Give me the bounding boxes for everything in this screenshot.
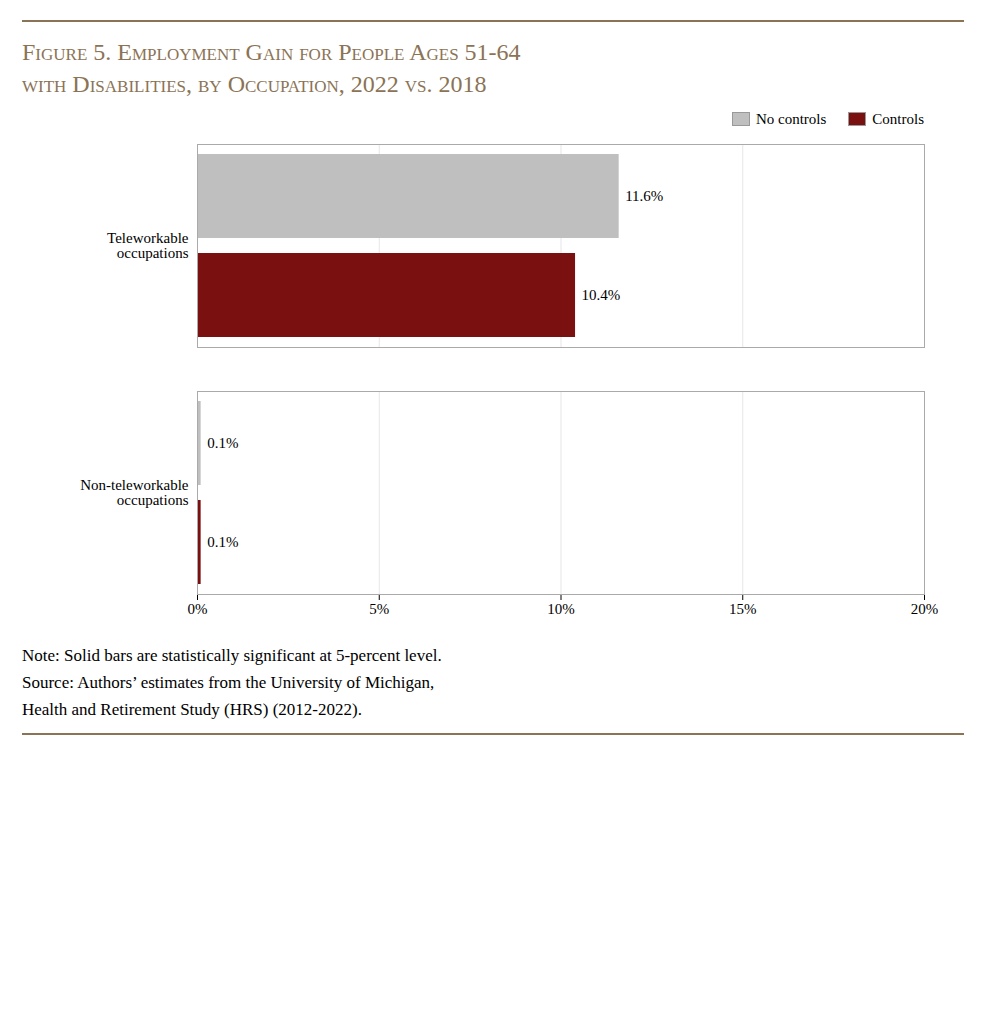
html-text:Note: Solid bars are statistic: Note: Solid bars are statistically signi… (22, 645, 442, 665)
svg-text:15%: 15% (729, 601, 757, 617)
svg-text:11.6%: 11.6% (625, 188, 663, 204)
html-text:Health and Retirement Study (H: Health and Retirement Study (HRS) (2012-… (22, 700, 362, 720)
svg-text:Teleworkableoccupations: Teleworkableoccupations (107, 230, 189, 261)
html-text:Source: Authors’ estimates fro: Source: Authors’ estimates from the Univ… (22, 673, 435, 692)
svg-text:0.1%: 0.1% (207, 435, 238, 451)
svg-text:20%: 20% (911, 601, 939, 617)
svg-text:10.4%: 10.4% (582, 287, 621, 303)
html-text:No controls: No controls (755, 110, 827, 127)
html-text:Figure 5. Employment Gain for: Figure 5. Employment Gain for People Age… (22, 39, 521, 65)
html-text:with Disabilities, by Occupati: with Disabilities, by Occupation, 2022 v… (22, 71, 487, 98)
svg-text:0%: 0% (188, 601, 208, 617)
svg-text:10%: 10% (547, 601, 575, 617)
svg-text:0.1%: 0.1% (207, 534, 238, 550)
svg-text:5%: 5% (369, 601, 389, 617)
html-text:Controls: Controls (872, 110, 924, 127)
svg-text:Non-teleworkableoccupations: Non-teleworkableoccupations (80, 477, 189, 508)
